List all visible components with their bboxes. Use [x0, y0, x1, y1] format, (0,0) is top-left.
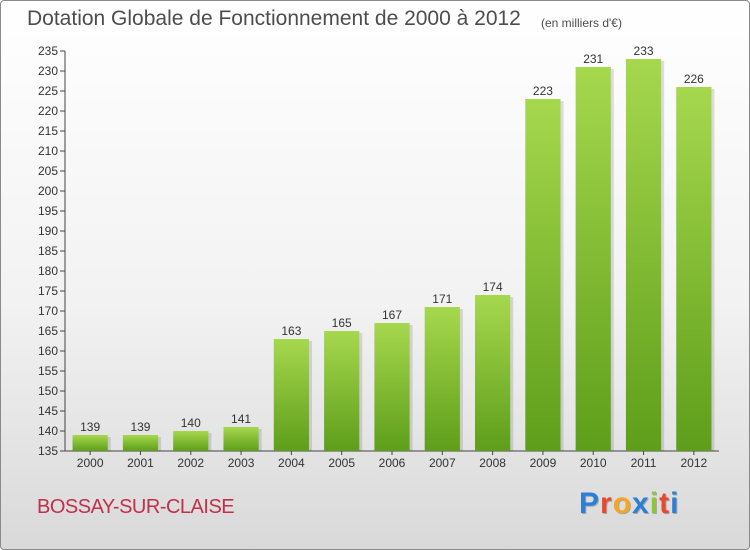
y-tick-label: 235 [38, 44, 58, 58]
data-label-2009: 223 [533, 84, 553, 98]
y-tick-label: 185 [38, 244, 58, 258]
bar-2009 [525, 99, 561, 451]
x-tick-label: 2011 [631, 456, 657, 470]
y-tick-label: 205 [38, 164, 58, 178]
y-tick-label: 230 [38, 64, 58, 78]
y-tick-label: 170 [38, 304, 58, 318]
y-tick-label: 225 [38, 84, 58, 98]
x-tick-label: 2001 [127, 456, 154, 470]
x-tick-label: 2010 [580, 456, 607, 470]
commune-name: BOSSAY-SUR-CLAISE [37, 496, 235, 518]
y-tick-label: 150 [38, 384, 58, 398]
data-label-2001: 139 [130, 420, 150, 434]
data-label-2007: 171 [432, 292, 452, 306]
y-tick-label: 220 [38, 104, 58, 118]
data-label-2003: 141 [231, 412, 251, 426]
data-label-2006: 167 [382, 308, 402, 322]
bar-2011 [625, 59, 662, 451]
logo-letter: P [579, 487, 601, 520]
y-tick-label: 175 [38, 284, 58, 298]
bar-2000 [72, 435, 108, 451]
logo-letter: x [632, 487, 650, 520]
chart-bars [72, 59, 715, 451]
chart-title: Dotation Globale de Fonctionnement de 20… [27, 7, 521, 30]
bar-2010 [575, 67, 611, 451]
y-tick-label: 145 [38, 404, 58, 418]
data-label-2004: 163 [281, 324, 301, 338]
x-tick-label: 2005 [328, 456, 355, 470]
logo-letter: i [649, 487, 660, 520]
y-tick-label: 160 [38, 344, 58, 358]
data-label-2000: 139 [80, 420, 100, 434]
y-tick-label: 155 [38, 364, 58, 378]
bar-2001 [122, 435, 159, 451]
y-tick-label: 190 [38, 224, 58, 238]
proxiti-logo: Proxiti [579, 487, 679, 521]
y-tick-label: 165 [38, 324, 58, 338]
bar-2002 [173, 431, 209, 451]
data-label-2008: 174 [483, 280, 503, 294]
bar-2004 [273, 339, 309, 451]
x-tick-label: 2006 [379, 456, 406, 470]
y-tick-label: 215 [38, 124, 58, 138]
data-label-2010: 231 [583, 52, 603, 66]
x-tick-label: 2007 [429, 456, 456, 470]
bar-2006 [374, 323, 410, 451]
bar-2005 [324, 331, 360, 451]
data-label-2012: 226 [684, 72, 704, 86]
y-tick-label: 210 [38, 144, 58, 158]
bar-2007 [424, 307, 460, 451]
x-tick-label: 2009 [530, 456, 557, 470]
data-label-2002: 140 [181, 416, 201, 430]
logo-letter: i [670, 487, 680, 520]
bar-2003 [223, 427, 259, 451]
logo-letter: o [612, 487, 633, 520]
x-tick-label: 2008 [479, 456, 506, 470]
chart-subtitle: (en milliers d'€) [541, 16, 622, 30]
bar-2012 [676, 87, 712, 451]
x-tick-label: 2002 [177, 456, 204, 470]
logo-letter: r [600, 487, 613, 520]
y-tick-label: 180 [38, 264, 58, 278]
y-tick-label: 140 [38, 424, 58, 438]
chart-labels: 139 139 140 141 163 165 167 171 174 223 231 233 226 [80, 44, 704, 434]
x-tick-label: 2012 [680, 456, 707, 470]
x-tick-label: 2004 [278, 456, 305, 470]
y-tick-label: 195 [38, 204, 58, 218]
data-label-2005: 165 [332, 316, 352, 330]
bar-2008 [475, 295, 511, 451]
y-tick-label: 135 [38, 444, 58, 458]
logo-letter: t [659, 487, 671, 520]
y-tick-label: 200 [38, 184, 58, 198]
x-tick-label: 2003 [228, 456, 255, 470]
x-tick-label: 2000 [77, 456, 104, 470]
data-label-2011: 233 [634, 44, 654, 58]
